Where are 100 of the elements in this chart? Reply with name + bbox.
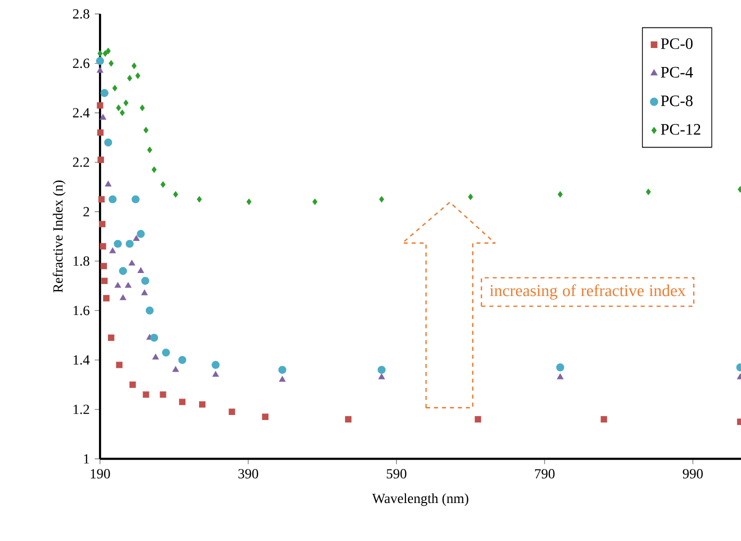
point xyxy=(124,282,132,288)
point xyxy=(100,262,107,270)
point xyxy=(172,366,179,372)
x-tick-label: 990 xyxy=(682,468,703,478)
point xyxy=(114,282,122,288)
point xyxy=(262,413,268,420)
point xyxy=(199,401,206,408)
point xyxy=(196,196,202,202)
point xyxy=(116,362,122,368)
legend-label: PC-12 xyxy=(660,124,700,135)
point xyxy=(97,129,104,136)
point xyxy=(312,198,318,205)
y-tick-label: 1.6 xyxy=(74,306,90,316)
point xyxy=(558,190,563,198)
point xyxy=(141,276,150,285)
point xyxy=(160,181,166,188)
point xyxy=(108,334,114,341)
point xyxy=(146,306,154,314)
point xyxy=(126,240,134,248)
x-tick-label: 390 xyxy=(238,468,258,478)
point xyxy=(556,373,564,380)
point xyxy=(178,356,186,364)
point xyxy=(278,366,286,374)
point xyxy=(120,294,126,300)
point xyxy=(106,48,111,54)
point xyxy=(100,114,106,120)
point xyxy=(127,74,132,82)
point xyxy=(147,146,152,153)
point xyxy=(108,60,114,66)
legend-label: PC-0 xyxy=(660,38,693,49)
y-tick-label: 1.8 xyxy=(74,256,90,266)
point xyxy=(133,234,140,241)
y-axis-title: Refractive Index (n) xyxy=(52,180,66,292)
point xyxy=(129,381,136,388)
point xyxy=(103,294,110,302)
point xyxy=(468,193,473,200)
point xyxy=(102,50,108,56)
point xyxy=(212,360,220,369)
y-tick-label: 2.8 xyxy=(73,8,90,18)
point xyxy=(556,363,564,372)
point xyxy=(120,109,125,116)
point xyxy=(119,266,127,275)
point xyxy=(100,88,108,97)
point xyxy=(135,72,140,79)
point xyxy=(96,56,104,65)
point xyxy=(228,408,236,415)
point xyxy=(646,188,651,195)
point xyxy=(152,166,157,173)
point xyxy=(99,220,106,227)
y-tick-label: 2.6 xyxy=(73,58,90,68)
point xyxy=(108,195,117,204)
point xyxy=(162,348,170,356)
point xyxy=(279,376,286,382)
point xyxy=(114,240,122,248)
point xyxy=(246,198,252,205)
point xyxy=(345,416,352,422)
point xyxy=(600,416,608,422)
point xyxy=(150,334,158,342)
point xyxy=(141,289,148,295)
point xyxy=(132,62,137,69)
x-axis-title: Wavelength (nm) xyxy=(372,493,468,506)
legend-label: PC-4 xyxy=(660,66,693,78)
point xyxy=(132,195,140,204)
point xyxy=(98,156,104,163)
point xyxy=(98,196,105,202)
point xyxy=(96,66,104,73)
point xyxy=(152,354,159,360)
point xyxy=(474,416,482,422)
point xyxy=(142,391,150,398)
point xyxy=(212,370,219,377)
point xyxy=(138,267,144,273)
y-tick-label: 2.4 xyxy=(73,108,90,118)
point xyxy=(101,277,108,284)
x-tick-label: 190 xyxy=(90,468,110,478)
point xyxy=(112,84,118,92)
point xyxy=(140,104,145,111)
point xyxy=(136,230,145,238)
point xyxy=(109,247,116,253)
legend-label: PC-8 xyxy=(660,95,693,106)
y-tick-label: 2 xyxy=(83,206,90,216)
x-tick-label: 790 xyxy=(535,468,555,478)
point xyxy=(160,391,166,398)
point xyxy=(96,102,104,108)
point xyxy=(104,180,112,186)
point xyxy=(144,126,148,134)
point xyxy=(378,366,386,374)
y-tick-label: 1 xyxy=(84,454,89,464)
point xyxy=(124,100,128,106)
point xyxy=(98,50,102,56)
point xyxy=(173,190,178,198)
point xyxy=(104,138,112,146)
point xyxy=(378,373,385,380)
annotation: increasing of refractive index xyxy=(490,284,686,300)
point xyxy=(379,196,384,202)
y-tick-label: 2.2 xyxy=(73,157,90,167)
y-tick-label: 1.2 xyxy=(74,404,90,414)
point xyxy=(179,398,186,405)
x-tick-label: 590 xyxy=(386,468,406,478)
y-tick-label: 1.4 xyxy=(74,355,90,364)
point xyxy=(128,260,136,266)
